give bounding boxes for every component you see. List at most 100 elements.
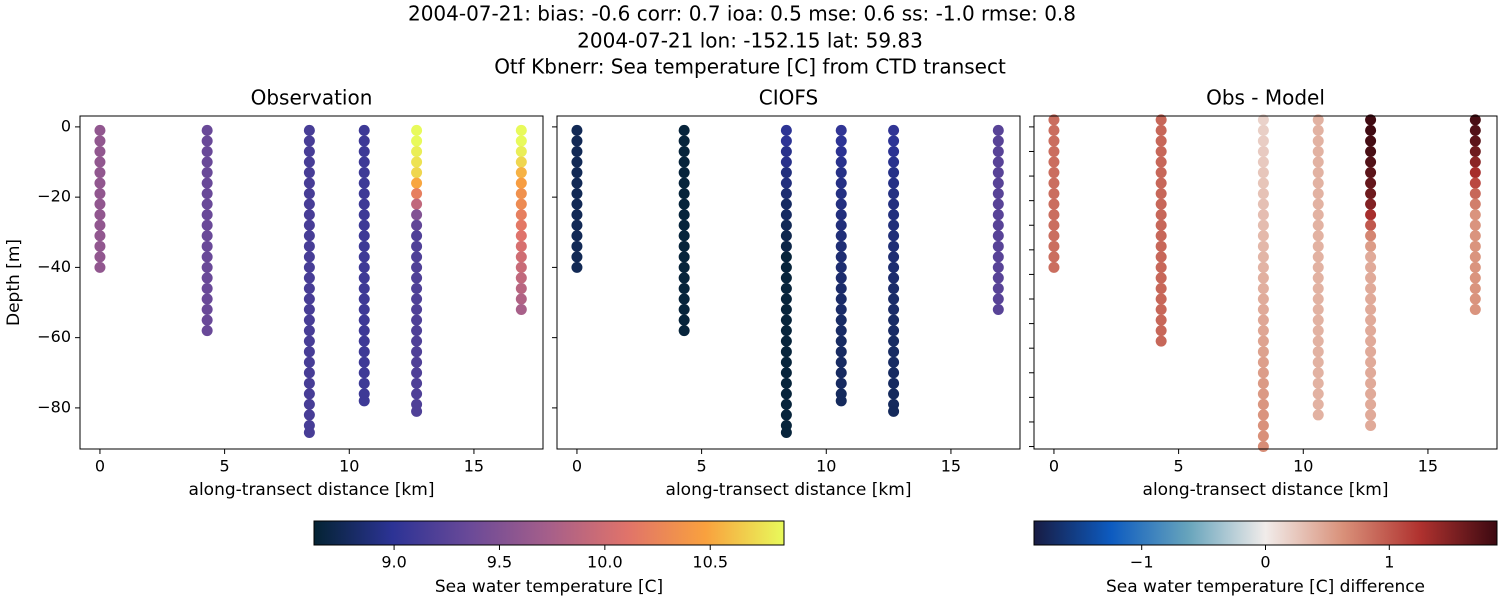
point (1155, 145, 1167, 157)
cast (515, 124, 527, 316)
point (94, 167, 106, 179)
point (411, 335, 423, 347)
cast (571, 124, 583, 273)
point (201, 156, 213, 168)
point (780, 325, 792, 337)
point (835, 304, 847, 316)
point (835, 167, 847, 179)
point (358, 335, 370, 347)
point (1312, 230, 1324, 242)
point (1312, 377, 1324, 389)
point (1048, 209, 1060, 221)
point (1312, 219, 1324, 231)
point (678, 282, 690, 294)
colorbar (313, 520, 785, 546)
colorbar (1033, 520, 1498, 546)
point (835, 230, 847, 242)
point (1048, 188, 1060, 200)
point (992, 135, 1004, 147)
point (571, 177, 583, 189)
point (992, 188, 1004, 200)
x-tick-label: 5 (697, 457, 707, 476)
point (992, 282, 1004, 294)
point (303, 240, 315, 252)
y-tick-label: −40 (37, 257, 71, 276)
y-tick-label: −20 (37, 187, 71, 206)
point (1312, 124, 1324, 136)
point (303, 398, 315, 410)
point (780, 135, 792, 147)
point (303, 251, 315, 263)
point (1155, 135, 1167, 147)
point (515, 282, 527, 294)
cast (888, 124, 900, 417)
point (780, 356, 792, 368)
point (1048, 177, 1060, 189)
point (678, 304, 690, 316)
point (835, 293, 847, 305)
point (303, 177, 315, 189)
point (303, 377, 315, 389)
point (1469, 124, 1481, 136)
point (358, 145, 370, 157)
point (1312, 198, 1324, 210)
point (1312, 209, 1324, 221)
point (411, 304, 423, 316)
point (678, 198, 690, 210)
point (678, 167, 690, 179)
point (515, 156, 527, 168)
point (835, 395, 847, 407)
x-tick-label: 15 (941, 457, 961, 476)
point (780, 426, 792, 438)
point (1155, 261, 1167, 273)
point (358, 251, 370, 263)
point (1312, 114, 1324, 126)
point (1312, 388, 1324, 400)
point (411, 124, 423, 136)
point (1312, 156, 1324, 168)
point (835, 135, 847, 147)
point (1257, 398, 1269, 410)
point (1365, 145, 1377, 157)
point (1257, 209, 1269, 221)
point (1155, 230, 1167, 242)
point (1365, 325, 1377, 337)
y-tick-label: 0 (61, 116, 71, 135)
point (1155, 304, 1167, 316)
point (515, 145, 527, 157)
point (411, 145, 423, 157)
point (1469, 251, 1481, 263)
point (888, 367, 900, 379)
plot-frame (1033, 115, 1498, 450)
point (992, 209, 1004, 221)
point (835, 156, 847, 168)
point (678, 272, 690, 284)
point (201, 219, 213, 231)
cast (201, 124, 213, 337)
point (888, 177, 900, 189)
point (1365, 377, 1377, 389)
point (1155, 251, 1167, 263)
point (780, 198, 792, 210)
point (358, 177, 370, 189)
panel-title: Observation (251, 86, 373, 110)
point (888, 293, 900, 305)
point (1257, 167, 1269, 179)
point (571, 240, 583, 252)
point (303, 356, 315, 368)
point (94, 188, 106, 200)
suptitle: 2004-07-21 lon: -152.15 lat: 59.83 (577, 29, 923, 53)
point (411, 209, 423, 221)
cast (992, 124, 1004, 316)
point (303, 261, 315, 273)
point (94, 198, 106, 210)
point (1257, 377, 1269, 389)
point (888, 230, 900, 242)
colorbar-tick-label: −1 (1130, 553, 1154, 572)
cast (1257, 114, 1269, 453)
point (515, 198, 527, 210)
point (1155, 325, 1167, 337)
colorbar-tick-label: 10.0 (587, 553, 623, 572)
cast (780, 124, 792, 438)
colorbar-tick-label: 10.5 (692, 553, 728, 572)
